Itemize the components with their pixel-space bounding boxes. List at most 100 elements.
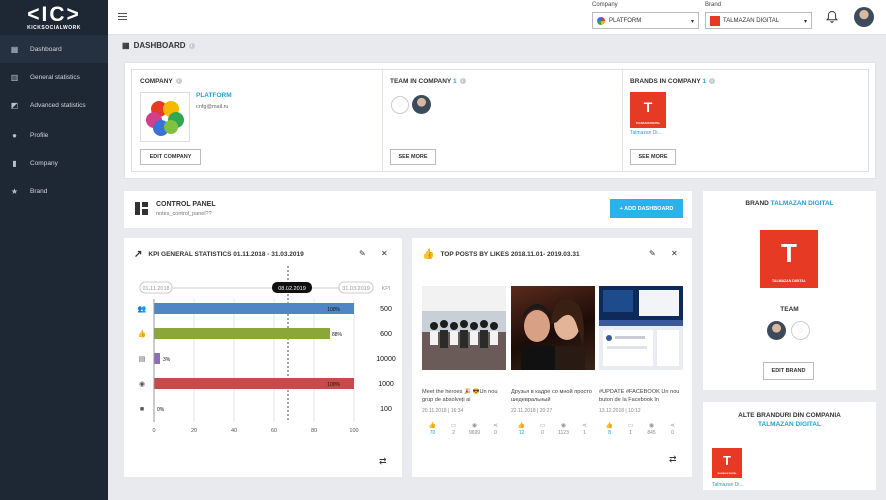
post-text: Друзья в кадре со мной просто шедевральн… [511, 389, 592, 403]
brand-select-value: TALMAZAN DIGITAL [723, 17, 780, 24]
comment-icon: ▭ [539, 423, 546, 429]
close-icon[interactable]: ✕ [671, 249, 678, 258]
kpi-bar [154, 328, 330, 339]
brand-link[interactable]: Talmazan Di... [630, 130, 662, 136]
sidebar-item-brand[interactable]: ★ Brand [0, 177, 108, 205]
add-dashboard-button[interactable]: + ADD DASHBOARD [610, 199, 683, 218]
kpi-bar-value-label: 0% [157, 407, 165, 413]
app-logo[interactable]: <IC> KICKSOCIALWORK [0, 0, 108, 35]
divider [622, 70, 623, 171]
top-posts-title: TOP POSTS BY LIKES 2018.11.01- 2019.03.3… [440, 251, 580, 258]
team-member-avatar[interactable] [767, 321, 786, 340]
post-stats: 👍 8 ▭ 1 ◉ 845 ⋖ 0 [599, 422, 683, 436]
grid-icon: ▦ [10, 44, 19, 54]
shares-stat: ⋖ 0 [485, 422, 506, 436]
likes-stat: 👍 70 [422, 422, 443, 436]
kpi-label: KPI [382, 286, 391, 292]
close-icon[interactable]: ✕ [381, 249, 388, 258]
chevron-down-icon: ▾ [690, 19, 694, 25]
post-image[interactable] [511, 286, 595, 370]
kpi-target-label: 1000 [378, 381, 394, 388]
control-panel-title: CONTROL PANEL [156, 201, 216, 208]
views-stat: ◉ 1123 [553, 422, 574, 436]
brand-logo[interactable]: T TALMAZAN DIGITAL [712, 448, 742, 478]
info-icon[interactable]: i [175, 78, 182, 85]
brands-see-more-button[interactable]: SEE MORE [630, 149, 676, 165]
swap-icon[interactable]: ⇄ [379, 456, 387, 466]
sidebar-item-general-statistics[interactable]: ▥ General statistics [0, 63, 108, 91]
range-end-pill [338, 281, 374, 294]
shares-stat: ⋖ 1 [574, 422, 595, 436]
team-label: TEAM [780, 306, 799, 313]
building-icon: ▮ [12, 158, 17, 168]
sidebar-item-profile[interactable]: ● Profile [0, 121, 108, 149]
company-select[interactable]: PLATFORM ▾ [592, 12, 699, 29]
add-member-icon[interactable]: ◌ [791, 321, 810, 340]
person-icon: ● [12, 130, 17, 140]
company-email: cnfg@mail.ru [196, 104, 229, 110]
info-icon[interactable]: i [188, 42, 195, 49]
kpi-bar-value-label: 88% [332, 332, 343, 338]
thumbs-up-icon: 👍 [605, 423, 614, 429]
comment-icon: ▭ [627, 423, 634, 429]
divider [382, 70, 383, 171]
dashboard-layout-icon [135, 202, 148, 215]
x-axis: 0 20 40 60 80 100 [152, 299, 359, 434]
platform-logo-icon [597, 16, 605, 25]
info-icon[interactable]: i [459, 78, 466, 85]
brand-logo[interactable]: T TALMAZAN DIGITAL [630, 92, 666, 128]
grid-lines [153, 266, 355, 422]
line-chart-icon: ◩ [10, 100, 19, 110]
user-avatar[interactable] [854, 7, 874, 27]
x-tick-label: 0 [152, 428, 155, 434]
edit-pencil-icon[interactable]: ✎ [359, 249, 366, 258]
kpi-target-label: 10000 [376, 356, 396, 363]
range-current-pill [272, 282, 312, 293]
topbar: Company PLATFORM ▾ Brand TALMAZAN DIGITA… [108, 0, 886, 35]
views-stat: ◉ 9699 [464, 422, 485, 436]
eye-icon: ◉ [471, 423, 478, 429]
platform-logo-icon [146, 101, 184, 136]
top-posts-header: 👍 TOP POSTS BY LIKES 2018.11.01- 2019.03… [422, 249, 580, 260]
edit-company-button[interactable]: EDIT COMPANY [140, 149, 201, 165]
sidebar-item-company[interactable]: ▮ Company [0, 149, 108, 177]
people-icon: 👥 [138, 306, 147, 313]
info-icon[interactable]: i [708, 78, 715, 85]
team-member-avatar[interactable] [412, 95, 431, 114]
thumbs-up-icon: 👍 [428, 423, 437, 429]
sidebar-item-label: Profile [30, 131, 49, 139]
swap-icon[interactable]: ⇄ [669, 454, 677, 464]
range-start-label: 01.11.2018 [142, 286, 169, 292]
shares-stat: ⋖ 0 [662, 422, 683, 436]
add-member-icon[interactable]: ◌ [391, 96, 409, 114]
bar-chart-icon: ▥ [10, 72, 19, 82]
sidebar-item-label: Brand [30, 187, 48, 195]
page-title: ▦ DASHBOARD i [122, 41, 195, 50]
edit-brand-button[interactable]: EDIT BRAND [763, 362, 814, 380]
likes-stat: 👍 8 [599, 422, 620, 436]
other-brands-title: ALTE BRANDURI DIN COMPANIA [738, 412, 841, 419]
edit-pencil-icon[interactable]: ✎ [649, 249, 656, 258]
kpi-target-label: 500 [380, 306, 392, 313]
post-image[interactable] [599, 286, 683, 370]
post-stats: 👍 70 ▭ 2 ◉ 9699 ⋖ 0 [422, 422, 506, 436]
sidebar-item-dashboard[interactable]: ▦ Dashboard [0, 35, 108, 63]
company-name[interactable]: PLATFORM [196, 92, 232, 99]
x-tick-label: 100 [349, 428, 358, 434]
post-image[interactable] [422, 286, 506, 370]
company-heading: COMPANY i [140, 78, 182, 85]
menu-toggle-icon[interactable] [118, 13, 127, 20]
other-brands-card: ALTE BRANDURI DIN COMPANIA TALMAZAN DIGI… [703, 402, 876, 490]
kpi-bar-value-label: 100% [327, 382, 340, 388]
team-see-more-button[interactable]: SEE MORE [390, 149, 436, 165]
company-overview-card: COMPANY i PLATFORM cnfg@mail.ru EDIT COMP… [124, 62, 876, 179]
brand-select[interactable]: TALMAZAN DIGITAL ▾ [705, 12, 812, 29]
bell-icon[interactable] [825, 10, 839, 24]
sidebar-item-advanced-statistics[interactable]: ◩ Advanced statistics [0, 91, 108, 119]
logo-subtitle: KICKSOCIALWORK [27, 24, 81, 31]
post-text: Meet the heroes 🎉 😎Un nou grup de absolv… [422, 389, 498, 403]
brand-link[interactable]: Talmazan Di... [712, 482, 744, 488]
